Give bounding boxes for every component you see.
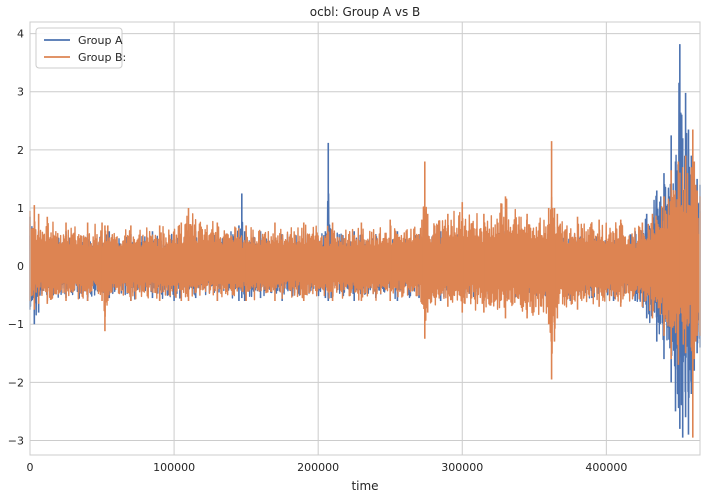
y-tick-label: 0 bbox=[17, 260, 24, 273]
legend-label: Group B: bbox=[78, 51, 126, 64]
series-line bbox=[29, 166, 701, 391]
x-axis-title: time bbox=[351, 479, 378, 493]
x-axis-ticks: 0 100000 200000 300000 400000 bbox=[27, 461, 628, 474]
y-tick-label: −1 bbox=[8, 318, 24, 331]
y-tick-label: −3 bbox=[8, 434, 24, 447]
chart-title: ocbl: Group A vs B bbox=[310, 5, 421, 19]
legend-box bbox=[35, 27, 123, 69]
legend-label: Group A bbox=[78, 34, 123, 47]
x-tick-label: 400000 bbox=[585, 461, 627, 474]
series-group-b bbox=[29, 129, 701, 438]
x-tick-label: 0 bbox=[27, 461, 34, 474]
y-tick-label: 1 bbox=[17, 202, 24, 215]
y-axis-ticks: −3 −2 −1 0 1 2 3 4 bbox=[8, 28, 24, 448]
y-tick-label: 4 bbox=[17, 28, 24, 41]
y-tick-label: 2 bbox=[17, 144, 24, 157]
y-tick-label: −2 bbox=[8, 376, 24, 389]
x-tick-label: 300000 bbox=[441, 461, 483, 474]
y-tick-label: 3 bbox=[17, 86, 24, 99]
series-layer bbox=[29, 44, 701, 438]
legend: Group A Group B: bbox=[35, 27, 126, 69]
x-tick-label: 200000 bbox=[297, 461, 339, 474]
plot-frame bbox=[29, 21, 701, 456]
x-tick-label: 100000 bbox=[153, 461, 195, 474]
